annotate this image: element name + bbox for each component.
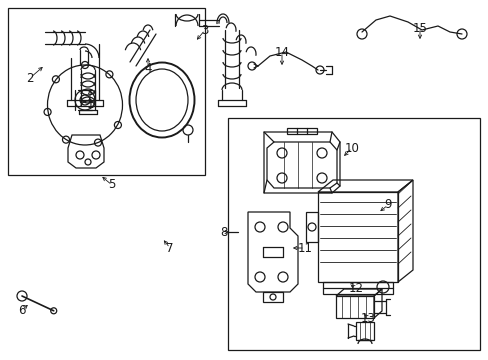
- Text: 7: 7: [166, 242, 173, 255]
- Bar: [8, 8, 204, 175]
- Text: 4: 4: [144, 62, 151, 75]
- Text: 6: 6: [18, 303, 26, 316]
- Text: 1: 1: [86, 99, 94, 112]
- Text: 13: 13: [360, 311, 375, 324]
- Text: 15: 15: [412, 22, 427, 35]
- Bar: [227, 118, 479, 350]
- Text: 3: 3: [201, 23, 208, 36]
- Text: 14: 14: [274, 45, 289, 58]
- Text: 9: 9: [384, 198, 391, 211]
- Text: 12: 12: [348, 282, 363, 294]
- Text: 8: 8: [220, 225, 227, 238]
- Text: 5: 5: [108, 179, 116, 192]
- Text: 11: 11: [297, 242, 312, 255]
- Text: 2: 2: [26, 72, 34, 85]
- Text: 10: 10: [344, 141, 359, 154]
